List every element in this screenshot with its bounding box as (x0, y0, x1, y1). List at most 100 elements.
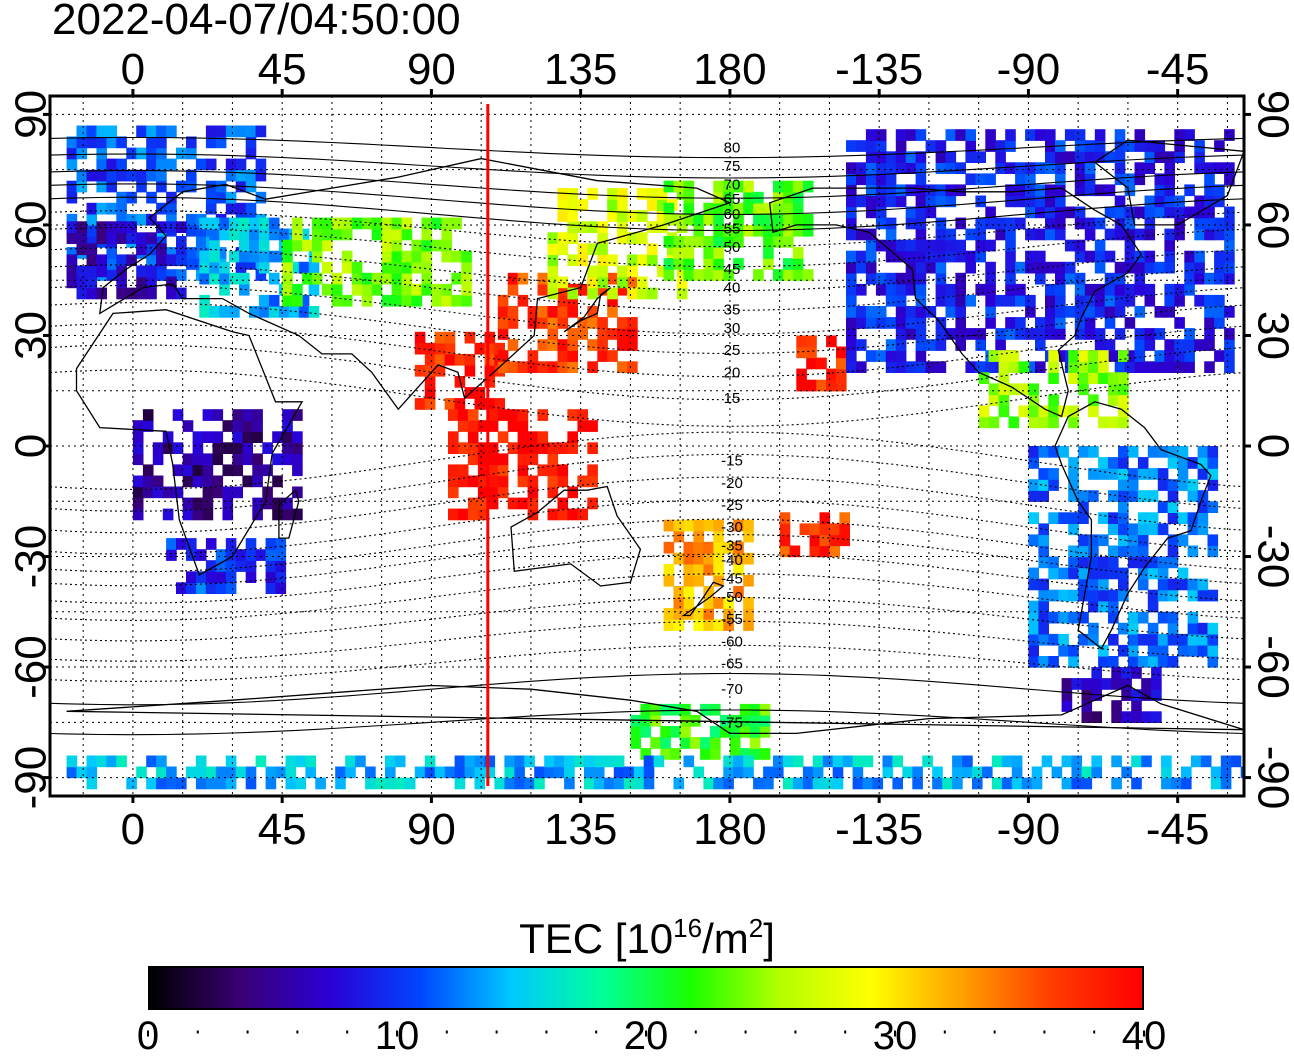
tec-cell (176, 269, 187, 281)
tec-cell (627, 361, 638, 373)
tec-cell (424, 342, 436, 355)
tec-cell (935, 339, 947, 351)
magnetic-latitude-line (50, 709, 1244, 736)
tec-cell (1214, 306, 1225, 318)
tec-cell (584, 755, 595, 768)
tec-cell (1048, 405, 1059, 418)
tec-cell (1048, 479, 1059, 491)
tec-cell (1154, 261, 1166, 274)
tec-cell (1134, 272, 1146, 285)
tec-cell (1094, 328, 1106, 340)
tec-cell (391, 272, 403, 285)
tec-cell (474, 342, 486, 355)
tec-cell (1025, 250, 1036, 263)
tec-cell (783, 777, 794, 790)
tec-cell (1011, 766, 1023, 779)
tec-cell (783, 202, 794, 215)
tec-cell (905, 272, 917, 285)
tec-cell (1015, 328, 1026, 340)
tec-cell (1157, 567, 1169, 580)
tec-cell (806, 335, 817, 348)
tec-cell (856, 317, 867, 329)
tec-cell (832, 766, 844, 779)
tec-cell (265, 766, 277, 779)
tec-cell (885, 228, 897, 241)
tec-cell (985, 140, 996, 152)
tec-cell (603, 755, 615, 768)
tec-cell (215, 191, 227, 204)
tec-cell (136, 766, 147, 779)
tec-cell (66, 766, 78, 779)
tec-cell (282, 239, 293, 252)
tec-cell (1174, 195, 1185, 208)
tec-cell (1048, 394, 1059, 407)
tec-cell (116, 232, 127, 244)
tec-cell (1005, 283, 1016, 296)
tec-cell (1078, 567, 1089, 580)
tec-cell (895, 151, 907, 163)
tec-cell (76, 169, 88, 182)
tec-cell (285, 766, 297, 779)
tec-cell (255, 269, 267, 281)
tec-cell (255, 169, 267, 182)
tec-cell (282, 497, 293, 510)
tec-cell (146, 158, 157, 171)
tec-cell (670, 726, 681, 738)
tec-cell (1045, 162, 1056, 174)
tec-cell (76, 136, 88, 149)
tec-cell (1134, 206, 1146, 219)
tec-cell (623, 766, 635, 779)
tec-cell (1094, 250, 1106, 263)
tec-cell (1104, 272, 1116, 285)
magnetic-latitude-line (50, 476, 1244, 534)
tec-cell (965, 261, 976, 274)
tec-cell (182, 453, 194, 466)
tec-cell (1098, 578, 1109, 591)
tec-cell (192, 475, 204, 488)
tec-cell (212, 475, 224, 488)
tec-cell (1204, 317, 1215, 329)
tec-cell (1041, 755, 1053, 768)
tec-cell (1094, 151, 1106, 163)
tec-cell (1187, 611, 1199, 624)
tec-cell (1181, 766, 1192, 779)
tec-cell (1055, 217, 1066, 230)
tec-cell (1088, 556, 1099, 569)
tec-cell (1104, 306, 1116, 318)
tec-cell (156, 136, 167, 149)
tec-cell (1230, 755, 1242, 768)
tec-cell (136, 232, 147, 244)
tec-cell (895, 272, 907, 285)
tec-cell (454, 398, 466, 410)
tec-cell (895, 317, 907, 329)
tec-cell (1068, 490, 1079, 502)
tec-cell (1108, 490, 1119, 502)
magnetic-latitude-label: -30 (721, 519, 743, 536)
tec-cell (1134, 361, 1146, 373)
tec-cell (1074, 184, 1086, 197)
tec-cell (507, 317, 519, 329)
tec-cell (663, 574, 675, 587)
tec-cell (792, 224, 804, 237)
tec-cell (617, 210, 628, 222)
tec-cell (1104, 317, 1116, 329)
tec-cell (457, 508, 469, 521)
tec-cell (905, 317, 917, 329)
tec-cell (1008, 383, 1020, 396)
tec-cell (607, 294, 618, 307)
tec-cell (978, 416, 990, 429)
tec-cell (885, 162, 897, 174)
tec-cell (1204, 184, 1215, 197)
tec-cell (945, 129, 957, 141)
tec-cell (1048, 361, 1059, 373)
tec-cell (1098, 589, 1109, 602)
tec-cell (517, 464, 529, 477)
tec-cell (391, 228, 403, 241)
tec-cell (1104, 184, 1116, 197)
tec-cell (885, 184, 897, 197)
tec-cell (643, 777, 655, 790)
tec-cell (451, 217, 462, 230)
tec-cell (846, 294, 857, 307)
tec-cell (846, 317, 857, 329)
tec-cell (1187, 622, 1199, 635)
